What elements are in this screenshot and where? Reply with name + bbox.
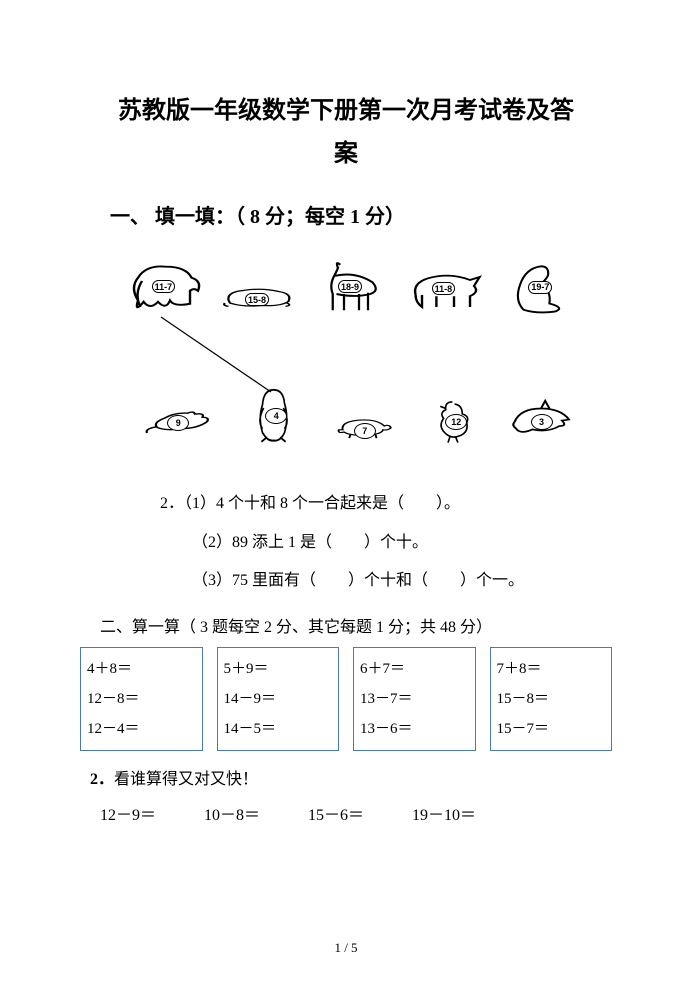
calc-eq: 13－6＝ (360, 714, 469, 744)
calc-box-row: 4＋8＝12－8＝12－4＝5＋9＝14－9＝14－5＝6＋7＝13－7＝13－… (70, 647, 622, 751)
q2b-text: 看谁算得又对又快！ (114, 771, 258, 788)
horse-figure: 18-9 (314, 255, 389, 320)
calc-eq: 12－8＝ (87, 684, 196, 714)
calc-eq: 15－7＝ (497, 714, 606, 744)
section-2-heading: 二、算一算（ 3 题每空 2 分、其它每题 1 分；共 48 分） (100, 613, 622, 637)
calc-eq: 15－8＝ (497, 684, 606, 714)
calc-box-3: 6＋7＝13－7＝13－6＝ (353, 647, 476, 751)
calc-eq: 13－7＝ (360, 684, 469, 714)
matching-figure: 11-7 15-8 18-9 11-8 19-7 94 7 12 3 (106, 247, 586, 467)
mouse-figure: 9 (141, 397, 216, 442)
q2-item-1: （1）4 个十和 8 个一合起来是（ ）。 (184, 495, 460, 512)
calc-eq: 4＋8＝ (87, 654, 196, 684)
calc-box-1: 4＋8＝12－8＝12－4＝ (80, 647, 203, 751)
equation-row: 12－9＝ 10－8＝ 15－6＝ 19－10＝ (70, 801, 622, 825)
calc-eq: 14－5＝ (224, 714, 333, 744)
q2-item-2: （2）89 添上 1 是（ ）个十。 (192, 524, 622, 562)
q2b-label: 2． (90, 771, 114, 788)
rhino-figure: 11-8 (406, 259, 486, 319)
elephant-label: 11-7 (152, 280, 176, 293)
elephant-figure: 11-7 (126, 255, 206, 320)
calc-eq: 12－4＝ (87, 714, 196, 744)
calc-box-2: 5＋9＝14－9＝14－5＝ (217, 647, 340, 751)
rhino-label: 11-8 (432, 282, 456, 295)
calc-eq: 5＋9＝ (224, 654, 333, 684)
question-2b: 2．看谁算得又对又快！ (90, 765, 622, 789)
turtle-label: 7 (354, 423, 376, 439)
question-2-block: 2．（1）4 个十和 8 个一合起来是（ ）。 （2）89 添上 1 是（ ）个… (160, 485, 622, 600)
eq-2: 10－8＝ (204, 801, 260, 825)
title-line-2: 案 (70, 133, 622, 176)
q2-prefix: 2． (160, 495, 184, 512)
dolphin-label: 3 (531, 414, 553, 430)
page-title: 苏教版一年级数学下册第一次月考试卷及答 案 (70, 90, 622, 176)
hippo-figure: 15-8 (221, 277, 296, 319)
eq-4: 19－10＝ (412, 801, 476, 825)
horse-label: 18-9 (338, 280, 362, 293)
chick-figure: 12 (426, 392, 481, 447)
title-line-1: 苏教版一年级数学下册第一次月考试卷及答 (70, 90, 622, 133)
eq-1: 12－9＝ (100, 801, 156, 825)
penguin-figure: 4 (246, 382, 301, 447)
calc-eq: 6＋7＝ (360, 654, 469, 684)
q2-line-1: 2．（1）4 个十和 8 个一合起来是（ ）。 (160, 485, 622, 523)
q2-item-3: （3）75 里面有（ ）个十和（ ）个一。 (192, 562, 622, 600)
section-1-heading: 一、 填一填：（ 8 分；每空 1 分） (110, 200, 622, 229)
seal-figure: 19-7 (506, 257, 576, 319)
calc-eq: 14－9＝ (224, 684, 333, 714)
calc-box-4: 7＋8＝15－8＝15－7＝ (490, 647, 613, 751)
turtle-figure: 7 (331, 407, 396, 445)
eq-3: 15－6＝ (308, 801, 364, 825)
calc-eq: 7＋8＝ (497, 654, 606, 684)
seal-label: 19-7 (528, 281, 552, 294)
hippo-label: 15-8 (245, 293, 269, 306)
dolphin-figure: 3 (506, 392, 576, 447)
page-footer: 1 / 5 (0, 940, 692, 956)
